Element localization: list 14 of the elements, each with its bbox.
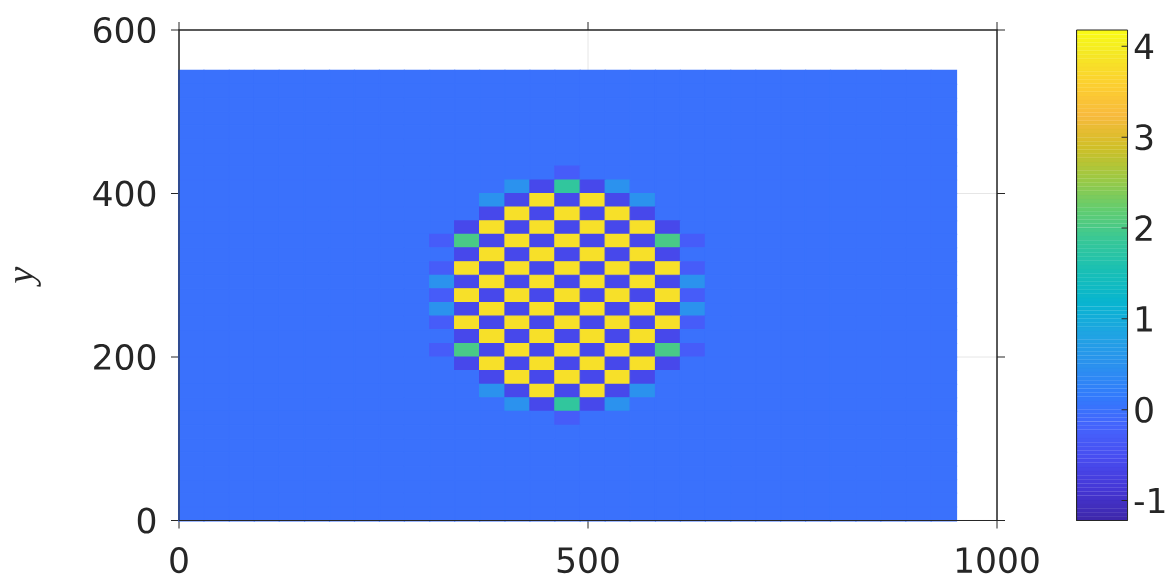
y-axis-title: y <box>15 266 41 287</box>
y-tick-label: 200 <box>94 343 156 371</box>
x-tick-label: 500 <box>557 547 619 574</box>
y-tick-label: 0 <box>137 507 156 534</box>
x-tick-label: 0 <box>170 547 188 574</box>
color-bar-label: 0 <box>1135 396 1153 423</box>
y-tick-label: 400 <box>93 180 156 207</box>
color-bar-label: 2 <box>1135 215 1152 241</box>
color-bar-label: 4 <box>1134 33 1154 59</box>
y-tick-label: 600 <box>94 16 156 44</box>
x-tick-label: 1000 <box>956 547 1039 574</box>
color-bar-label: 1 <box>1136 306 1152 332</box>
color-bar-label: 3 <box>1135 124 1153 151</box>
color-bar-label: -1 <box>1134 487 1165 514</box>
